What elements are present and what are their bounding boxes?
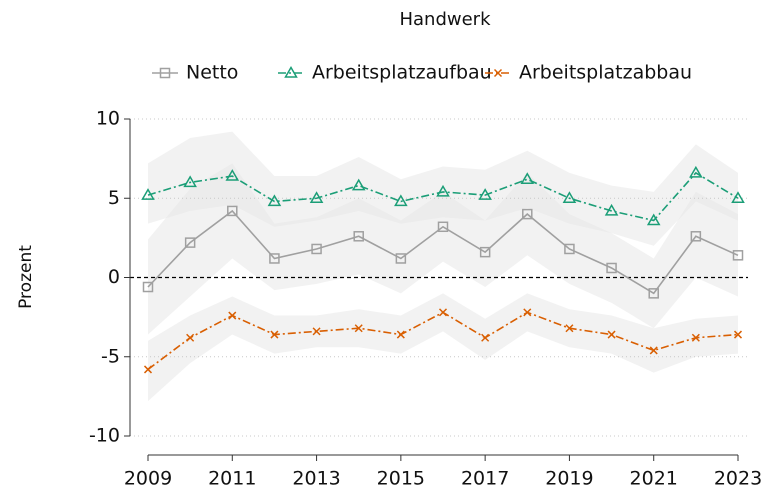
y-tick-label: -10 [89,425,120,447]
marker [228,311,237,320]
marker [733,330,743,339]
marker [479,246,491,258]
legend-item: Arbeitsplatzaufbau [278,62,492,84]
marker [691,333,700,342]
y-tick-label: -5 [101,345,120,367]
marker [351,178,366,191]
marker [141,188,155,200]
marker [284,66,298,78]
marker [309,191,324,203]
confidence-band [148,131,738,246]
marker [311,243,322,255]
y-tick-label: 5 [108,187,120,209]
marker [604,203,619,216]
x-tick-label: 2015 [377,468,425,490]
marker [520,172,535,184]
marker [159,67,171,79]
marker [437,221,449,233]
marker [354,324,363,333]
marker [648,288,659,299]
marker [731,191,745,203]
marker [395,253,407,264]
marker [353,231,364,242]
confidence-band [148,293,738,402]
x-tick-label: 2009 [124,468,172,490]
marker [312,327,321,336]
marker [607,330,616,339]
marker [522,208,533,220]
marker [690,231,702,242]
marker [269,253,280,264]
x-tick-label: 2021 [630,468,678,490]
confidence-band [148,163,738,335]
marker [183,175,197,188]
marker [649,346,658,355]
marker [438,308,448,317]
marker [270,330,279,339]
marker [142,281,154,293]
marker [606,262,617,274]
marker [396,330,405,339]
marker [267,194,282,207]
marker [562,191,577,203]
marker [143,365,153,374]
marker [394,194,408,207]
series-line [147,209,739,295]
chart-title: Handwerk [399,9,491,30]
marker [184,237,196,248]
marker [225,169,240,181]
x-tick-label: 2019 [545,468,593,490]
marker [689,165,703,178]
legend-label: Arbeitsplatzabbau [519,62,692,84]
y-axis-label: Prozent [16,245,36,309]
marker [186,333,195,342]
marker [493,68,503,78]
legend-label: Arbeitsplatzaufbau [312,62,492,84]
marker [564,243,575,255]
x-tick-label: 2013 [292,468,340,490]
legend-item: Netto [152,62,238,84]
marker [481,333,490,342]
x-tick-label: 2023 [714,468,762,490]
x-tick-label: 2017 [461,468,509,490]
series-line [147,171,739,222]
y-tick-label: 10 [96,108,120,130]
marker [227,205,238,217]
marker [436,184,450,197]
legend-item: Arbeitsplatzabbau [485,62,692,84]
marker [732,250,744,261]
marker [523,308,532,317]
x-tick-label: 2011 [208,468,256,490]
y-tick-label: 0 [108,266,120,288]
legend-label: Netto [186,62,238,84]
marker [646,213,661,226]
marker [478,188,492,200]
marker [565,324,574,333]
